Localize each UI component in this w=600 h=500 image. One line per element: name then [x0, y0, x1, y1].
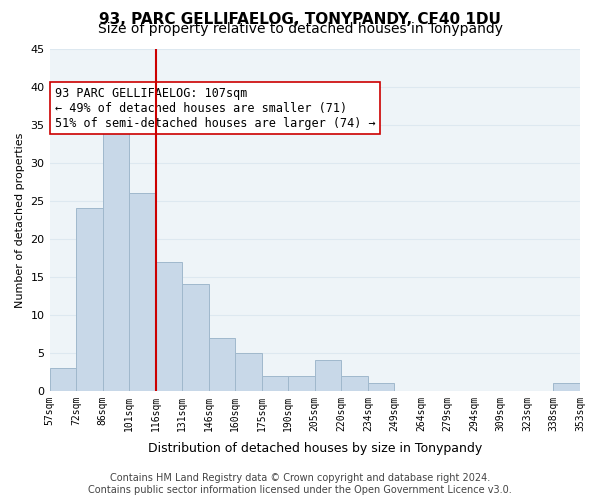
Bar [103, 110, 129, 391]
Bar [553, 383, 580, 391]
Text: 93, PARC GELLIFAELOG, TONYPANDY, CF40 1DU: 93, PARC GELLIFAELOG, TONYPANDY, CF40 1D… [99, 12, 501, 28]
Bar [235, 353, 262, 391]
Bar [155, 262, 182, 391]
Bar [182, 284, 209, 391]
Text: 93 PARC GELLIFAELOG: 107sqm
← 49% of detached houses are smaller (71)
51% of sem: 93 PARC GELLIFAELOG: 107sqm ← 49% of det… [55, 86, 376, 130]
Bar [50, 368, 76, 391]
Bar [262, 376, 288, 391]
Bar [129, 194, 155, 391]
Text: Contains HM Land Registry data © Crown copyright and database right 2024.
Contai: Contains HM Land Registry data © Crown c… [88, 474, 512, 495]
Bar [368, 383, 394, 391]
X-axis label: Distribution of detached houses by size in Tonypandy: Distribution of detached houses by size … [148, 442, 482, 455]
Bar [341, 376, 368, 391]
Bar [288, 376, 315, 391]
Y-axis label: Number of detached properties: Number of detached properties [15, 132, 25, 308]
Bar [76, 208, 103, 391]
Text: Size of property relative to detached houses in Tonypandy: Size of property relative to detached ho… [97, 22, 503, 36]
Bar [209, 338, 235, 391]
Bar [315, 360, 341, 391]
